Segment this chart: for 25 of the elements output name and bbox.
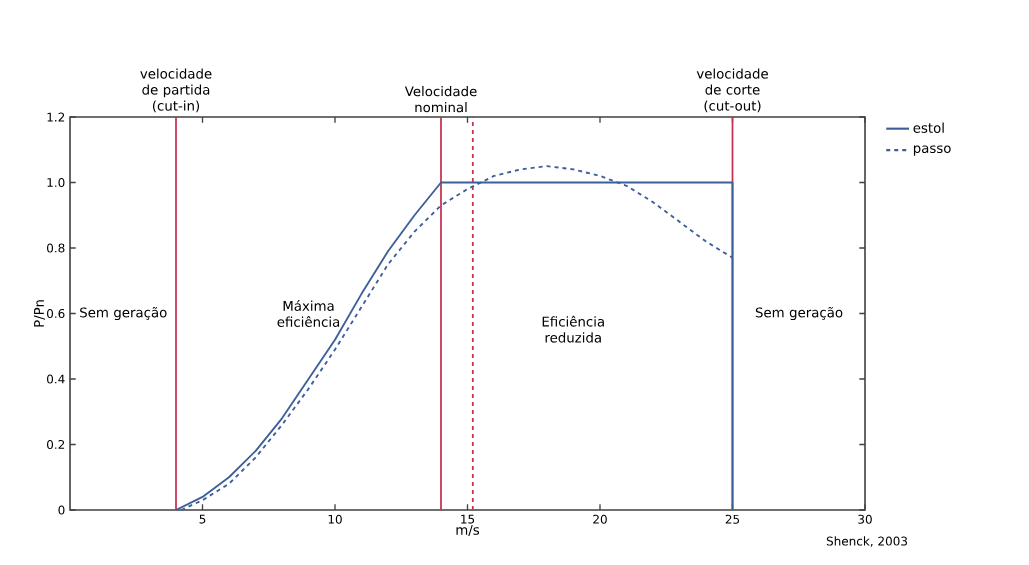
x-tick-label: 15 (461, 514, 475, 524)
y-tick-label: 0.2 (47, 439, 65, 450)
annotation: Eficiência reduzida (542, 315, 604, 343)
legend-label: passo (913, 145, 951, 156)
ref-line-label: velocidade de corte (cut-out) (696, 68, 768, 113)
y-tick-label: 1.0 (47, 177, 65, 188)
x-tick-label: 10 (328, 514, 342, 524)
legend-label: estol (913, 122, 944, 133)
annotation: Máxima eficiência (277, 300, 340, 327)
y-tick-label: 0.6 (47, 308, 65, 319)
x-tick-label: 20 (593, 514, 607, 524)
annotation: Sem geração (755, 306, 843, 321)
annotation: Sem geração (80, 306, 167, 321)
x-axis-title: m/s (456, 524, 480, 536)
y-tick-label: 1.2 (47, 112, 65, 122)
y-tick-label: 0.8 (47, 243, 65, 253)
y-tick-label: 0.4 (47, 374, 65, 384)
text: Shenck, 2003 (826, 536, 908, 547)
y-axis-title: P/Pn (34, 300, 46, 327)
y-tick-label: 0 (58, 505, 65, 515)
x-tick-label: 25 (725, 514, 740, 524)
x-tick-label: 30 (858, 514, 872, 524)
ref-line-label: velocidade de partida (cut-in) (140, 68, 212, 113)
ref-line-label: Velocidade nominal (404, 85, 477, 113)
x-tick-label: 5 (199, 514, 206, 524)
